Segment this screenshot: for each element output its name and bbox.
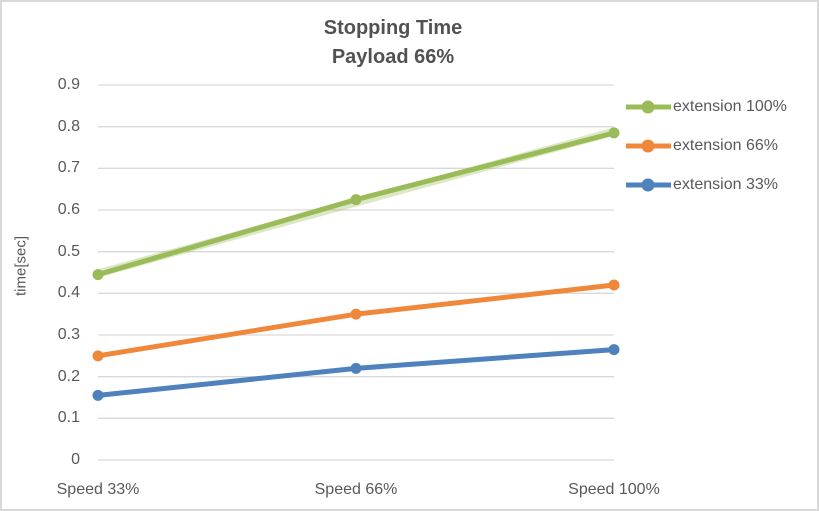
y-tick-label: 0.5 bbox=[57, 242, 80, 260]
y-tick-label: 0.6 bbox=[57, 201, 80, 218]
y-tick-label: 0.4 bbox=[57, 284, 80, 302]
y-tick-label: 0.7 bbox=[57, 159, 80, 177]
y-tick-label: 0.3 bbox=[57, 326, 80, 343]
data-point-marker bbox=[92, 269, 104, 281]
data-point-marker bbox=[608, 279, 620, 291]
data-point-marker bbox=[608, 127, 620, 139]
series-line bbox=[95, 282, 617, 359]
y-tick-label: 0 bbox=[71, 451, 80, 468]
data-point-marker bbox=[92, 389, 104, 401]
chart-subtitle: Payload 66% bbox=[331, 46, 455, 68]
legend-label: extension 66% bbox=[673, 136, 778, 154]
series-extension-100- bbox=[92, 127, 620, 281]
legend-marker-icon bbox=[626, 139, 671, 152]
data-point-marker bbox=[92, 350, 104, 362]
data-point-marker bbox=[350, 362, 362, 374]
legend-marker-icon bbox=[626, 178, 671, 191]
chart-title: Stopping Time bbox=[323, 17, 463, 39]
data-point-marker bbox=[350, 194, 362, 206]
x-axis-label-speed-66: Speed 66% bbox=[314, 481, 398, 498]
y-tick-label: 0.9 bbox=[57, 76, 80, 93]
legend-marker-icon bbox=[626, 100, 671, 113]
legend-label: extension 33% bbox=[673, 175, 778, 193]
chart-title-block: Stopping Time Payload 66% bbox=[2, 14, 784, 72]
y-tick-label: 0.2 bbox=[57, 367, 80, 385]
series-extension-66- bbox=[92, 279, 620, 362]
y-tick-label: 0.1 bbox=[57, 409, 80, 427]
data-point-marker bbox=[350, 308, 362, 320]
data-point-marker bbox=[608, 344, 620, 356]
legend-item-extension-100: extension 100% bbox=[625, 91, 787, 122]
legend: extension 100% extension 66% extension 3… bbox=[625, 91, 787, 200]
legend-label: extension 100% bbox=[673, 97, 787, 115]
legend-item-extension-33: extension 33% bbox=[625, 169, 787, 200]
series-extension-33- bbox=[92, 344, 620, 401]
x-axis-label-speed-100: Speed 100% bbox=[568, 481, 660, 498]
legend-item-extension-66: extension 66% bbox=[625, 130, 787, 161]
x-axis-label-speed-33: Speed 33% bbox=[56, 481, 140, 498]
y-tick-label: 0.8 bbox=[57, 117, 80, 135]
